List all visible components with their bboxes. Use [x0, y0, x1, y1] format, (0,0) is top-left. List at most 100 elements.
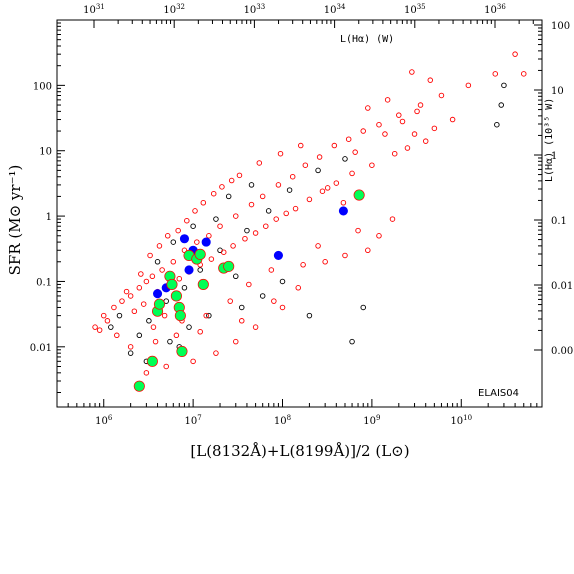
data-point [127, 350, 134, 356]
right-tick-label: 0.01 [551, 281, 573, 292]
data-point [149, 273, 156, 280]
data-point [174, 310, 186, 322]
data-point [96, 327, 103, 333]
data-point [501, 82, 507, 89]
data-point [170, 239, 177, 245]
data-point [306, 312, 313, 319]
data-point [140, 301, 147, 307]
top-tick-label: 1035 [404, 3, 426, 16]
data-point [265, 208, 272, 214]
data-point [206, 233, 212, 239]
data-point [159, 267, 165, 273]
x-axis-title: [L(8132Å)+L(8199Å)]/2 (L⊙) [190, 442, 409, 460]
data-point [176, 345, 188, 357]
data-point [197, 267, 203, 273]
data-point [315, 167, 321, 174]
data-point [273, 216, 279, 222]
data-point [170, 259, 177, 265]
data-point [194, 239, 200, 245]
data-point [399, 118, 406, 125]
data-point [324, 185, 331, 191]
data-point [190, 358, 196, 365]
data-point [277, 150, 284, 157]
data-point [228, 177, 235, 184]
data-point [150, 324, 157, 330]
data-point [136, 285, 143, 291]
data-point [192, 208, 198, 214]
right-tick-label: 1 [551, 151, 557, 162]
data-point [233, 273, 239, 280]
data-point [152, 338, 159, 345]
data-point [184, 217, 190, 224]
data-point [365, 247, 371, 254]
data-point [353, 189, 365, 201]
data-point [108, 324, 114, 330]
data-point [256, 160, 263, 166]
data-point [136, 332, 143, 339]
data-point [227, 298, 233, 304]
right-axis-label: L(Hα) (10³⁵ W) [544, 98, 555, 182]
data-point [409, 69, 415, 75]
data-point [197, 329, 203, 335]
series-3 [133, 189, 365, 392]
data-point [252, 324, 259, 330]
data-point [206, 312, 212, 319]
data-point [133, 380, 145, 392]
data-point [431, 125, 438, 132]
data-point [384, 97, 391, 103]
data-point [154, 259, 161, 265]
data-point [220, 249, 227, 255]
data-point [116, 312, 123, 319]
data-point [233, 213, 239, 219]
data-point [360, 128, 366, 134]
data-point [248, 201, 255, 208]
data-point [208, 256, 215, 262]
top-tick-label: 1032 [163, 3, 185, 16]
right-tick-label: 0.001 [551, 346, 574, 357]
data-point [259, 193, 266, 200]
data-point [279, 304, 286, 311]
data-point [494, 121, 500, 128]
data-point [244, 227, 250, 234]
data-point [186, 324, 192, 330]
axis-ticks [56, 19, 543, 407]
data-point [365, 105, 371, 111]
top-tick-label: 1031 [83, 3, 105, 16]
data-point [298, 142, 304, 149]
data-point [184, 265, 194, 275]
data-point [360, 304, 366, 311]
data-point [147, 252, 153, 259]
data-point [167, 338, 173, 345]
data-point [119, 298, 125, 304]
right-tick-label: 10 [551, 86, 564, 97]
field-label: ELAIS04 [478, 388, 519, 399]
data-point [422, 138, 429, 144]
data-point [512, 51, 518, 57]
data-point [138, 271, 144, 277]
data-point [200, 199, 207, 206]
data-series [92, 51, 527, 392]
data-point [283, 210, 289, 217]
data-point [342, 156, 348, 162]
data-point [449, 116, 456, 123]
data-point [92, 324, 98, 330]
data-point [239, 318, 245, 324]
data-point [242, 236, 248, 242]
data-point [104, 318, 111, 324]
data-point [164, 233, 171, 239]
data-point [275, 182, 282, 188]
data-point [316, 154, 323, 160]
data-point [404, 145, 411, 151]
data-point [273, 250, 283, 260]
data-point [239, 304, 245, 311]
data-point [349, 170, 355, 177]
data-point [219, 184, 225, 190]
data-point [342, 252, 348, 259]
data-point [417, 102, 424, 108]
data-point [369, 162, 375, 168]
data-point [111, 304, 117, 311]
data-point [197, 278, 209, 290]
data-point [279, 278, 286, 285]
y-tick-label: 0.01 [30, 343, 52, 354]
x-tick-label: 109 [363, 414, 380, 427]
